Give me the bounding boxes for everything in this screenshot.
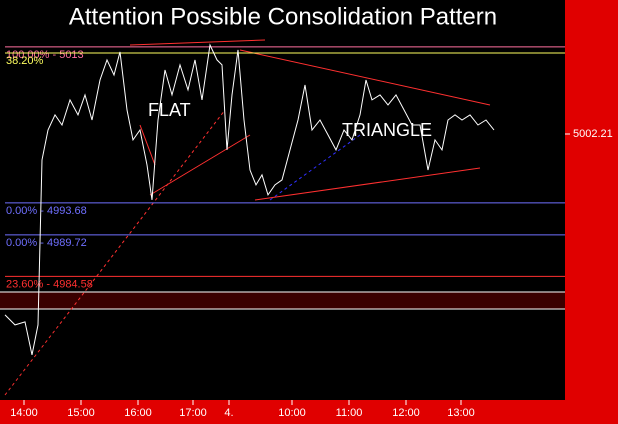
trend-line [139,124,156,166]
level-label: 0.00% - 4989.72 [6,237,87,249]
x-tick-label: 12:00 [392,407,420,419]
annotation: TRIANGLE [342,120,432,140]
x-tick-label: 17:00 [179,407,207,419]
triangle-line [239,49,491,106]
price-axis [565,0,618,400]
x-tick-label: 11:00 [336,407,363,419]
level-label: 38.20% [6,55,44,67]
trend-line [269,134,361,201]
x-tick-label: 4. [224,407,233,419]
annotation: FLAT [148,100,191,120]
price-line [4,43,495,356]
x-tick-label: 13:00 [447,407,475,419]
trend-line [4,109,226,396]
trend-line [149,134,251,196]
x-tick-label: 16:00 [124,407,152,419]
last-price-label: 5002.21 [573,128,613,140]
trend-line [129,39,266,46]
x-tick-label: 15:00 [67,407,95,419]
x-tick-label: 10:00 [278,407,306,419]
band [0,292,565,309]
level-label: 23.60% - 4984.58 [6,278,93,290]
level-label: 100.00% - 5013 [6,49,84,61]
triangle-line [254,167,481,201]
chart-title: Attention Possible Consolidation Pattern [69,3,497,30]
time-axis [0,400,618,424]
x-tick-label: 14:00 [10,407,38,419]
level-label: 0.00% - 4993.68 [6,205,87,217]
